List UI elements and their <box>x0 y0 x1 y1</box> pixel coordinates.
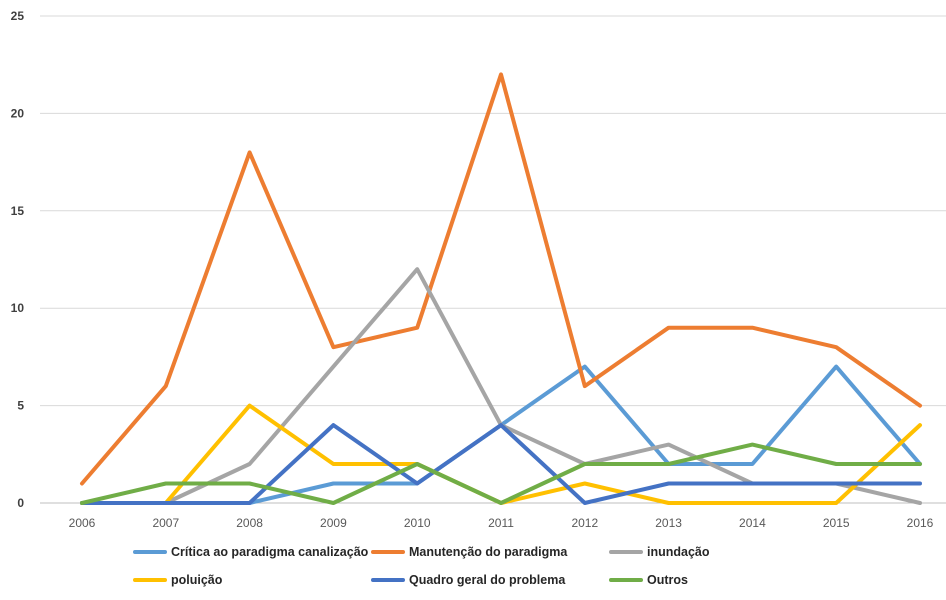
x-axis-ticks: 2006 2007 2008 2009 2010 2011 2012 2013 2014 2015… <box>69 516 934 530</box>
x-tick-label: 2010 <box>404 516 431 530</box>
x-tick-label: 2014 <box>739 516 766 530</box>
legend-label: Outros <box>647 573 688 587</box>
legend-label: inundação <box>647 545 710 559</box>
y-tick-label: 20 <box>11 106 25 120</box>
y-tick-label: 10 <box>11 301 25 315</box>
x-tick-label: 2006 <box>69 516 96 530</box>
y-axis-ticks: 0 5 10 15 20 25 <box>11 9 25 510</box>
legend: Crítica ao paradigma canalização Manutenç… <box>133 545 710 587</box>
x-tick-label: 2011 <box>488 516 514 530</box>
x-tick-label: 2007 <box>152 516 179 530</box>
legend-label: Manutenção do paradigma <box>409 545 568 559</box>
x-tick-label: 2009 <box>320 516 347 530</box>
x-tick-label: 2016 <box>907 516 934 530</box>
x-tick-label: 2015 <box>823 516 850 530</box>
x-tick-label: 2012 <box>571 516 598 530</box>
y-tick-label: 15 <box>11 204 25 218</box>
series-line-5 <box>80 442 922 505</box>
series-line-1 <box>80 72 922 486</box>
series-line-2 <box>80 267 922 505</box>
series-lines <box>80 72 922 505</box>
legend-label: Crítica ao paradigma canalização <box>171 545 369 559</box>
y-tick-label: 0 <box>17 496 24 510</box>
legend-label: Quadro geral do problema <box>409 573 566 587</box>
series-line-4 <box>80 423 922 505</box>
legend-label: poluição <box>171 573 223 587</box>
y-tick-label: 5 <box>17 399 24 413</box>
y-tick-label: 25 <box>11 9 25 23</box>
x-tick-label: 2013 <box>655 516 682 530</box>
x-tick-label: 2008 <box>236 516 263 530</box>
